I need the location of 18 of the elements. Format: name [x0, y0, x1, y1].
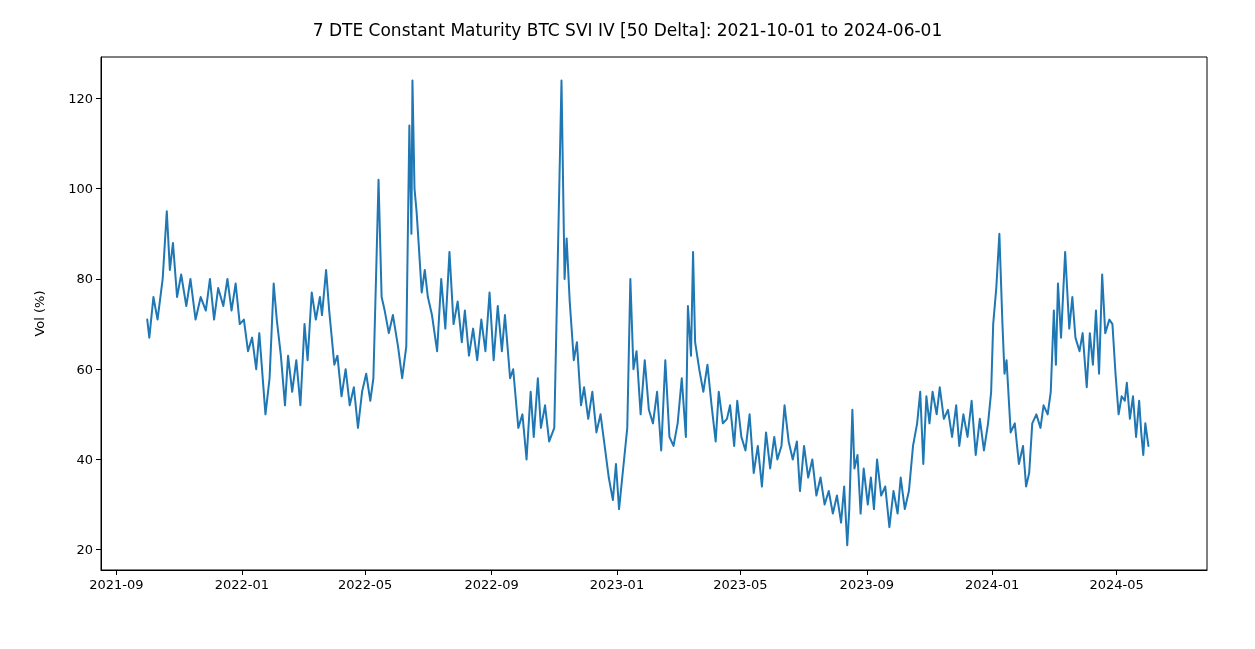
y-axis-title: Vol (%)	[32, 290, 47, 337]
x-tick-label: 2023-01	[589, 577, 645, 592]
y-tick-label: 40	[76, 451, 93, 467]
line-series	[146, 79, 1150, 547]
y-tick-label: 60	[76, 361, 93, 377]
chart-title: 7 DTE Constant Maturity BTC SVI IV [50 Delta]: 2021-10-01 to 2024-06-01	[312, 19, 943, 40]
x-tick-label: 2024-05	[1089, 577, 1144, 592]
x-tick-label: 2022-05	[338, 577, 393, 592]
x-tick-label: 2023-09	[839, 577, 894, 592]
y-tick-label: 120	[68, 91, 93, 107]
x-tick-label: 2021-09	[89, 577, 144, 592]
x-tick-label: 2022-01	[214, 577, 269, 592]
y-tick-label: 100	[68, 181, 93, 197]
y-tick-label: 20	[76, 542, 93, 558]
x-tick-label: 2022-09	[464, 577, 519, 592]
x-tick-label: 2024-01	[965, 577, 1020, 592]
x-tick-label: 2023-05	[713, 577, 768, 592]
y-tick-label: 80	[76, 271, 93, 287]
